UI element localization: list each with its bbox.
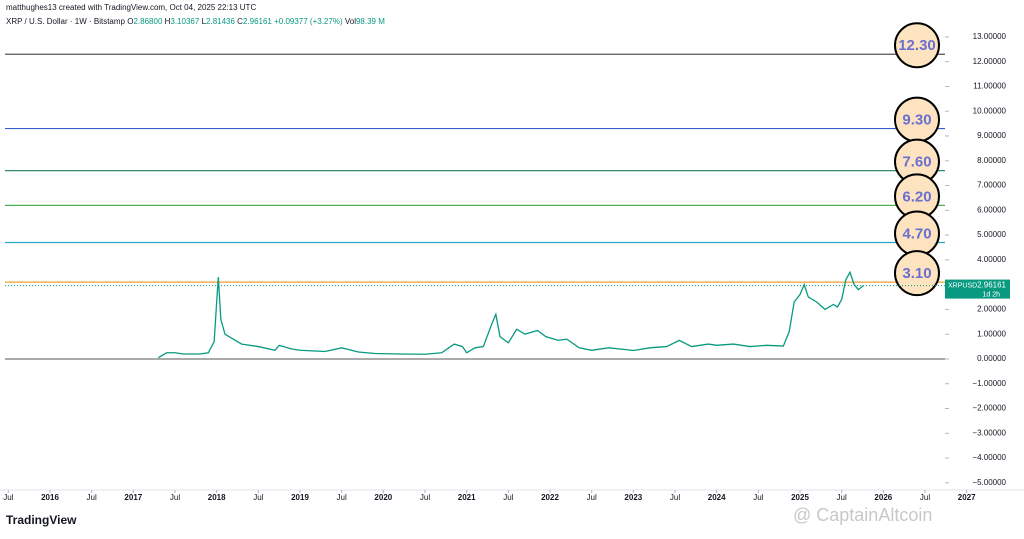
x-tick-label: Jul: [3, 493, 13, 502]
credit: matthughes13 created with TradingView.co…: [6, 3, 256, 12]
y-tick-label: −4.00000: [972, 453, 1006, 462]
x-tick-label: 2026: [874, 493, 892, 502]
countdown: 1d 2h: [982, 291, 1000, 298]
x-tick-label: 2018: [208, 493, 226, 502]
symbol-tag: XRPUSD: [948, 282, 977, 289]
legend-item: L: [202, 17, 207, 26]
level-label: 7.60: [902, 154, 931, 171]
level-label: 3.10: [902, 265, 931, 282]
x-tick-label: 2023: [624, 493, 642, 502]
price-tag-label: 2.96161: [977, 281, 1006, 290]
x-tick-label: Jul: [587, 493, 597, 502]
legend-item: H: [165, 17, 171, 26]
legend-item: 98.39 M: [356, 17, 385, 26]
x-tick-label: Jul: [253, 493, 263, 502]
price-tag: [945, 279, 1010, 299]
legend-item: +0.09377 (+3.27%): [274, 17, 343, 26]
legend-item: Vol: [345, 17, 356, 26]
y-tick-label: 6.00000: [977, 205, 1006, 214]
legend-item: C: [237, 17, 243, 26]
x-tick-label: 2019: [291, 493, 309, 502]
x-tick-label: Jul: [837, 493, 847, 502]
x-tick-label: Jul: [170, 493, 180, 502]
y-tick-label: −5.00000: [972, 478, 1006, 487]
level-badge: [894, 250, 940, 297]
legend-item: 2.81436: [206, 17, 235, 26]
y-tick-label: 1.00000: [977, 329, 1006, 338]
legend-item: XRP / U.S. Dollar · 1W · Bitstamp: [6, 17, 126, 26]
x-tick-label: 2024: [708, 493, 726, 502]
x-tick-label: 2021: [458, 493, 476, 502]
y-tick-label: −3.00000: [972, 428, 1006, 437]
y-tick-label: 4.00000: [977, 255, 1006, 264]
x-tick-label: 2017: [124, 493, 142, 502]
y-tick-label: 5.00000: [977, 230, 1006, 239]
x-tick-label: 2020: [374, 493, 392, 502]
x-tick-label: Jul: [420, 493, 430, 502]
y-tick-label: −2.00000: [972, 404, 1006, 413]
x-tick-label: 2016: [41, 493, 59, 502]
legend-item: 2.96161: [243, 17, 272, 26]
level-badge: [894, 22, 940, 69]
x-tick-label: 2022: [541, 493, 559, 502]
x-tick-label: 2027: [958, 493, 976, 502]
y-tick-label: 13.00000: [973, 32, 1007, 41]
y-tick-label: 11.00000: [973, 82, 1006, 91]
legend-item: 3.10367: [170, 17, 199, 26]
x-tick-label: Jul: [503, 493, 513, 502]
legend: XRP / U.S. Dollar · 1W · Bitstamp O2.868…: [6, 17, 385, 26]
x-tick-label: Jul: [87, 493, 97, 502]
price-line: [157, 270, 864, 359]
y-tick-label: 8.00000: [977, 156, 1006, 165]
level-label: 12.30: [898, 37, 936, 54]
x-tick-label: 2025: [791, 493, 809, 502]
x-tick-label: Jul: [670, 493, 680, 502]
y-tick-label: 7.00000: [977, 181, 1006, 190]
y-tick-label: 9.00000: [977, 131, 1006, 140]
y-tick-label: 12.00000: [973, 57, 1007, 66]
level-label: 4.70: [902, 225, 931, 242]
level-label: 6.20: [902, 188, 931, 205]
y-tick-label: 10.00000: [973, 106, 1007, 115]
y-tick-label: 2.00000: [977, 305, 1006, 314]
level-label: 9.30: [902, 112, 931, 129]
legend-text: XRP / U.S. Dollar · 1W · Bitstamp O2.868…: [6, 17, 385, 26]
watermark: @ CaptainAltcoin: [793, 505, 932, 525]
legend-item: 2.86800: [133, 17, 162, 26]
y-tick-label: 0.00000: [977, 354, 1006, 363]
x-tick-label: Jul: [753, 493, 763, 502]
x-tick-label: Jul: [920, 493, 930, 502]
x-tick-label: Jul: [337, 493, 347, 502]
legend-item: O: [127, 17, 133, 26]
brand: TradingView: [6, 513, 77, 527]
y-tick-label: −1.00000: [972, 379, 1006, 388]
